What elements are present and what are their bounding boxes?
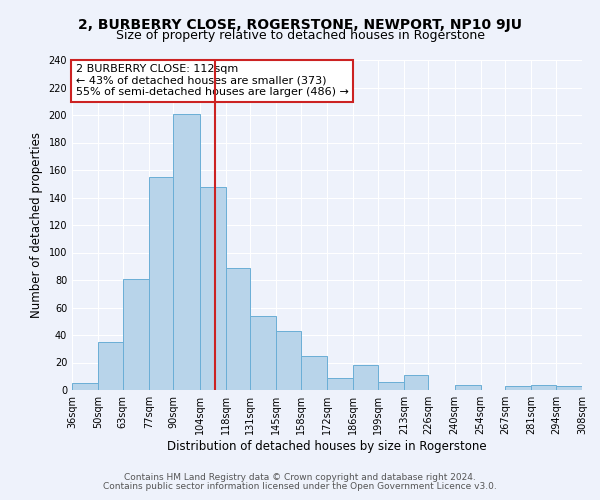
Bar xyxy=(250,316,277,390)
Bar xyxy=(327,378,353,390)
Text: 2 BURBERRY CLOSE: 112sqm
← 43% of detached houses are smaller (373)
55% of semi-: 2 BURBERRY CLOSE: 112sqm ← 43% of detach… xyxy=(76,64,349,98)
Bar xyxy=(149,177,173,390)
Bar xyxy=(122,278,149,390)
Bar xyxy=(173,114,199,390)
Bar xyxy=(377,382,404,390)
Bar xyxy=(72,383,98,390)
Bar xyxy=(505,386,532,390)
Bar xyxy=(98,342,122,390)
Bar xyxy=(301,356,327,390)
Y-axis label: Number of detached properties: Number of detached properties xyxy=(30,132,43,318)
Bar xyxy=(455,384,481,390)
Bar xyxy=(199,186,226,390)
X-axis label: Distribution of detached houses by size in Rogerstone: Distribution of detached houses by size … xyxy=(167,440,487,453)
Text: Size of property relative to detached houses in Rogerstone: Size of property relative to detached ho… xyxy=(115,29,485,42)
Bar xyxy=(353,365,377,390)
Bar xyxy=(404,375,428,390)
Text: Contains HM Land Registry data © Crown copyright and database right 2024.: Contains HM Land Registry data © Crown c… xyxy=(124,474,476,482)
Text: 2, BURBERRY CLOSE, ROGERSTONE, NEWPORT, NP10 9JU: 2, BURBERRY CLOSE, ROGERSTONE, NEWPORT, … xyxy=(78,18,522,32)
Text: Contains public sector information licensed under the Open Government Licence v3: Contains public sector information licen… xyxy=(103,482,497,491)
Bar xyxy=(532,384,556,390)
Bar xyxy=(556,386,582,390)
Bar xyxy=(226,268,250,390)
Bar xyxy=(277,331,301,390)
